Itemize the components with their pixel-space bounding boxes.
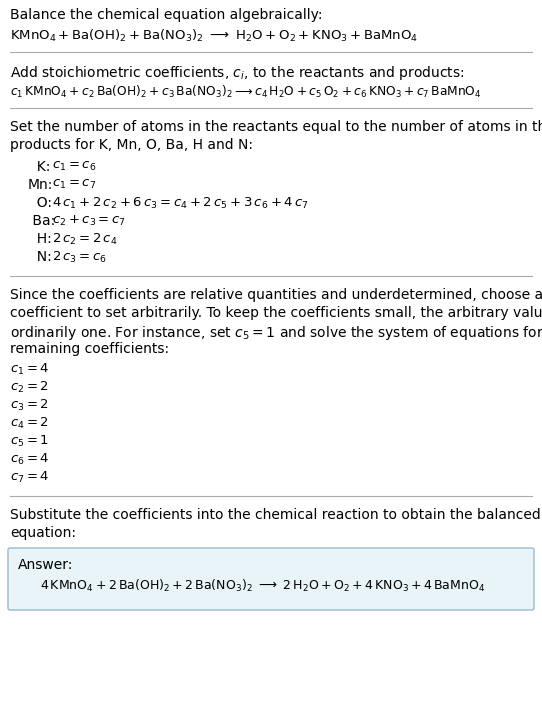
Text: Since the coefficients are relative quantities and underdetermined, choose a: Since the coefficients are relative quan… <box>10 288 542 302</box>
Text: $c_1 = c_6$: $c_1 = c_6$ <box>52 160 96 173</box>
Text: $c_2 = 2$: $c_2 = 2$ <box>10 380 49 395</box>
Text: Substitute the coefficients into the chemical reaction to obtain the balanced: Substitute the coefficients into the che… <box>10 508 541 522</box>
Text: $2\,c_3 = c_6$: $2\,c_3 = c_6$ <box>52 250 107 265</box>
Text: $c_2 + c_3 = c_7$: $c_2 + c_3 = c_7$ <box>52 214 126 228</box>
Text: coefficient to set arbitrarily. To keep the coefficients small, the arbitrary va: coefficient to set arbitrarily. To keep … <box>10 306 542 320</box>
Text: Add stoichiometric coefficients, $c_i$, to the reactants and products:: Add stoichiometric coefficients, $c_i$, … <box>10 64 464 82</box>
Text: Answer:: Answer: <box>18 558 73 572</box>
Text: Set the number of atoms in the reactants equal to the number of atoms in the: Set the number of atoms in the reactants… <box>10 120 542 134</box>
Text: Mn:: Mn: <box>28 178 53 192</box>
Text: equation:: equation: <box>10 526 76 540</box>
Text: O:: O: <box>28 196 52 210</box>
Text: $2\,c_2 = 2\,c_4$: $2\,c_2 = 2\,c_4$ <box>52 232 118 247</box>
Text: $\mathrm{KMnO_4 + Ba(OH)_2 + Ba(NO_3)_2 \ \longrightarrow \ H_2O + O_2 + KNO_3 +: $\mathrm{KMnO_4 + Ba(OH)_2 + Ba(NO_3)_2 … <box>10 28 418 44</box>
Text: K:: K: <box>28 160 50 174</box>
Text: N:: N: <box>28 250 51 264</box>
Text: Balance the chemical equation algebraically:: Balance the chemical equation algebraica… <box>10 8 322 22</box>
Text: $c_5 = 1$: $c_5 = 1$ <box>10 434 49 449</box>
Text: H:: H: <box>28 232 51 246</box>
Text: $c_1 = 4$: $c_1 = 4$ <box>10 362 49 377</box>
Text: $c_7 = 4$: $c_7 = 4$ <box>10 470 49 485</box>
Text: $4\,\mathrm{KMnO_4} + 2\,\mathrm{Ba(OH)_2} + 2\,\mathrm{Ba(NO_3)_2} \ \longright: $4\,\mathrm{KMnO_4} + 2\,\mathrm{Ba(OH)_… <box>40 578 485 594</box>
Text: $4\,c_1 + 2\,c_2 + 6\,c_3 = c_4 + 2\,c_5 + 3\,c_6 + 4\,c_7$: $4\,c_1 + 2\,c_2 + 6\,c_3 = c_4 + 2\,c_5… <box>52 196 309 211</box>
Text: $c_6 = 4$: $c_6 = 4$ <box>10 452 49 467</box>
Text: remaining coefficients:: remaining coefficients: <box>10 342 169 356</box>
Text: $c_3 = 2$: $c_3 = 2$ <box>10 398 49 413</box>
Text: $c_4 = 2$: $c_4 = 2$ <box>10 416 49 431</box>
Text: $c_1\,\mathrm{KMnO_4} + c_2\,\mathrm{Ba(OH)_2} + c_3\,\mathrm{Ba(NO_3)_2} \longr: $c_1\,\mathrm{KMnO_4} + c_2\,\mathrm{Ba(… <box>10 84 482 100</box>
FancyBboxPatch shape <box>8 548 534 610</box>
Text: $c_1 = c_7$: $c_1 = c_7$ <box>52 178 96 191</box>
Text: ordinarily one. For instance, set $c_5 = 1$ and solve the system of equations fo: ordinarily one. For instance, set $c_5 =… <box>10 324 542 342</box>
Text: products for K, Mn, O, Ba, H and N:: products for K, Mn, O, Ba, H and N: <box>10 138 253 152</box>
Text: Ba:: Ba: <box>28 214 55 228</box>
